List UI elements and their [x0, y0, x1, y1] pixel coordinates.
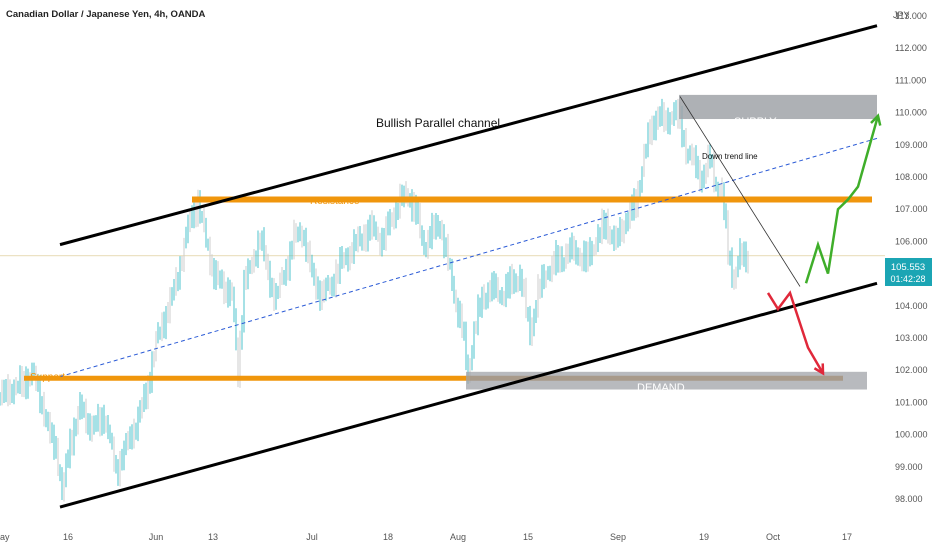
- support-label: Support: [30, 372, 65, 383]
- price-tick-5: 108.000: [895, 172, 928, 182]
- price-tick-0: 113.000: [895, 11, 927, 21]
- bullish-arrow-head: [870, 113, 882, 126]
- current-price-label: 105.553 01:42:28: [885, 258, 932, 286]
- price-tick-12: 100.000: [895, 430, 928, 440]
- candles: [0, 98, 749, 502]
- price-tick-4: 109.000: [895, 140, 928, 150]
- price-tick-11: 101.000: [895, 397, 928, 407]
- currency-label: JPY: [893, 10, 910, 20]
- supply-label: SUPPLY: [734, 116, 777, 128]
- price-tick-10: 102.000: [895, 365, 928, 375]
- time-tick-8: Sep: [610, 532, 626, 542]
- price-tick-3: 110.000: [895, 108, 927, 118]
- price-axis[interactable]: JPY 113.000 112.000 111.000 110.000 109.000 1…: [893, 10, 928, 504]
- time-tick-10: Oct: [766, 532, 781, 542]
- time-tick-3: 13: [208, 532, 218, 542]
- price-tick-13: 99.000: [895, 462, 923, 472]
- price-tick-14: 98.000: [895, 494, 923, 504]
- time-axis[interactable]: ay 16 Jun 13 Jul 18 Aug 15 Sep 19 Oct 17: [0, 532, 852, 542]
- bearish-arrow-head: [813, 363, 825, 376]
- down-trend-line[interactable]: [679, 96, 801, 287]
- current-price-value: 105.553: [891, 262, 925, 273]
- time-tick-2: Jun: [149, 532, 164, 542]
- price-tick-1: 112.000: [895, 43, 927, 53]
- mid-channel-line[interactable]: [59, 137, 878, 378]
- supply-zone[interactable]: [679, 94, 877, 120]
- demand-zone[interactable]: [466, 371, 867, 390]
- price-tick-6: 107.000: [895, 204, 928, 214]
- price-tick-8: 104.000: [895, 301, 928, 311]
- channel-label: Bullish Parallel channel: [376, 116, 500, 130]
- time-tick-1: 16: [63, 532, 73, 542]
- resistance-label: Resistance: [310, 196, 360, 207]
- time-tick-0: ay: [0, 532, 10, 542]
- time-tick-5: 18: [383, 532, 393, 542]
- annotation-layer: Bullish Parallel channel Resistance Supp…: [24, 24, 882, 509]
- price-tick-7: 106.000: [895, 236, 928, 246]
- price-countdown: 01:42:28: [890, 274, 925, 284]
- bearish-projection-arrow[interactable]: [766, 290, 825, 375]
- chart-title: Canadian Dollar / Japanese Yen, 4h, OAND…: [6, 9, 206, 20]
- down-trend-label: Down trend line: [702, 152, 758, 161]
- time-tick-9: 19: [699, 532, 709, 542]
- upper-channel-line[interactable]: [59, 24, 878, 247]
- bullish-projection-arrow[interactable]: [804, 115, 880, 284]
- price-tick-9: 103.000: [895, 333, 928, 343]
- time-tick-7: 15: [523, 532, 533, 542]
- time-tick-6: Aug: [450, 532, 466, 542]
- price-tick-2: 111.000: [895, 75, 926, 85]
- time-tick-11: 17: [842, 532, 852, 542]
- demand-label: DEMAND: [637, 382, 685, 394]
- lower-channel-line[interactable]: [59, 281, 878, 509]
- time-tick-4: Jul: [306, 532, 318, 542]
